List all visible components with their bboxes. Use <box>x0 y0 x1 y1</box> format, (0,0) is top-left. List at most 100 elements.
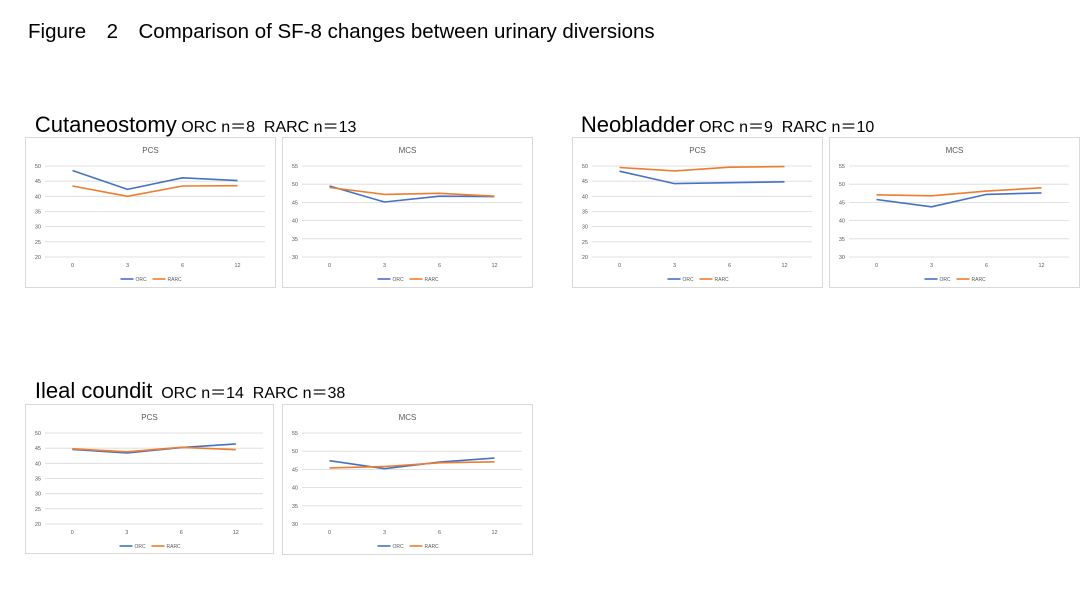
chart-svg: MCS 30 35 40 45 50 55 0 3 6 12 ORC RARC <box>839 146 1069 283</box>
series-line-rarc <box>72 446 236 453</box>
x-tick-label: 3 <box>383 263 386 269</box>
chart-ileal-mcs: MCS 30 35 40 45 50 55 0 3 6 12 ORC RARC <box>282 404 533 555</box>
y-tick-label: 50 <box>839 182 845 188</box>
chart-svg: MCS 30 35 40 45 50 55 0 3 6 12 ORC RARC <box>292 146 522 283</box>
y-tick-label: 20 <box>35 522 41 528</box>
chart-ileal-pcs: PCS 20 25 30 35 40 45 50 0 3 6 12 ORC RARC <box>25 404 274 554</box>
y-tick-label: 35 <box>35 210 41 216</box>
y-tick-label: 35 <box>292 237 298 243</box>
x-tick-label: 0 <box>71 263 74 269</box>
x-tick-label: 0 <box>71 530 74 536</box>
series-line-rarc <box>329 461 495 469</box>
x-tick-label: 3 <box>383 530 386 536</box>
x-tick-label: 12 <box>233 530 239 536</box>
y-tick-label: 50 <box>35 431 41 437</box>
series-line-orc <box>72 169 238 191</box>
legend-label-orc: ORC <box>136 277 148 283</box>
x-tick-label: 0 <box>328 530 331 536</box>
y-tick-label: 40 <box>292 219 298 225</box>
group-title-neobladder: Neobladder ORC n＝9 RARC n＝10 <box>572 94 874 138</box>
group-name: Ileal coundit <box>34 378 153 403</box>
y-tick-label: 30 <box>292 522 298 528</box>
chart-title: MCS <box>399 146 417 155</box>
y-tick-label: 45 <box>35 179 41 185</box>
y-tick-label: 30 <box>839 255 845 261</box>
legend-label-orc: ORC <box>940 277 952 283</box>
y-tick-label: 55 <box>839 164 845 170</box>
x-tick-label: 6 <box>985 263 988 269</box>
legend-label-orc: ORC <box>683 277 695 283</box>
y-tick-label: 25 <box>582 240 588 246</box>
chart-neobladder-pcs: PCS 20 25 30 35 40 45 50 0 3 6 12 ORC RARC <box>572 137 823 288</box>
x-tick-label: 6 <box>180 530 183 536</box>
y-tick-label: 50 <box>582 164 588 170</box>
legend-label-rarc: RARC <box>715 277 730 283</box>
legend-label-rarc: RARC <box>167 544 182 550</box>
x-tick-label: 6 <box>438 530 441 536</box>
x-tick-label: 12 <box>234 263 240 269</box>
x-tick-label: 12 <box>491 530 497 536</box>
y-tick-label: 40 <box>292 486 298 492</box>
y-tick-label: 25 <box>35 240 41 246</box>
y-tick-label: 30 <box>582 225 588 231</box>
y-tick-label: 55 <box>292 431 298 437</box>
chart-svg: PCS 20 25 30 35 40 45 50 0 3 6 12 ORC RARC <box>582 146 812 283</box>
y-tick-label: 35 <box>582 210 588 216</box>
series-line-rarc <box>72 184 238 198</box>
y-tick-label: 30 <box>292 255 298 261</box>
group-counts: ORC n＝8 RARC n＝13 <box>176 119 357 136</box>
x-tick-label: 12 <box>491 263 497 269</box>
chart-svg: PCS 20 25 30 35 40 45 50 0 3 6 12 ORC RARC <box>35 413 263 550</box>
y-tick-label: 40 <box>582 194 588 200</box>
y-tick-label: 35 <box>292 504 298 510</box>
chart-title: MCS <box>946 146 964 155</box>
y-tick-label: 50 <box>35 164 41 170</box>
series-line-orc <box>619 170 785 185</box>
x-tick-label: 6 <box>438 263 441 269</box>
group-counts: ORC n＝9 RARC n＝10 <box>694 119 875 136</box>
x-tick-label: 0 <box>875 263 878 269</box>
series-line-orc <box>876 192 1042 208</box>
group-title-cutaneostomy: Cutaneostomy ORC n＝8 RARC n＝13 <box>26 94 356 138</box>
legend-label-rarc: RARC <box>425 277 440 283</box>
x-tick-label: 3 <box>673 263 676 269</box>
y-tick-label: 40 <box>839 219 845 225</box>
x-tick-label: 6 <box>181 263 184 269</box>
y-tick-label: 35 <box>35 477 41 483</box>
y-tick-label: 35 <box>839 237 845 243</box>
x-tick-label: 3 <box>126 263 129 269</box>
x-tick-label: 0 <box>328 263 331 269</box>
y-tick-label: 20 <box>35 255 41 261</box>
y-tick-label: 45 <box>35 446 41 452</box>
series-line-rarc <box>876 187 1042 197</box>
chart-title: PCS <box>141 413 157 422</box>
chart-neobladder-mcs: MCS 30 35 40 45 50 55 0 3 6 12 ORC RARC <box>829 137 1080 288</box>
chart-title: PCS <box>689 146 705 155</box>
group-name: Cutaneostomy <box>34 112 177 137</box>
y-tick-label: 45 <box>582 179 588 185</box>
legend-label-orc: ORC <box>135 544 147 550</box>
y-tick-label: 40 <box>35 461 41 467</box>
chart-cutaneostomy-pcs: PCS 20 25 30 35 40 45 50 0 3 6 12 ORC RARC <box>25 137 276 288</box>
figure-title: Figure 2 Comparison of SF-8 changes betw… <box>28 20 655 43</box>
y-tick-label: 30 <box>35 492 41 498</box>
x-tick-label: 3 <box>930 263 933 269</box>
x-tick-label: 12 <box>1038 263 1044 269</box>
series-line-rarc <box>329 186 495 197</box>
y-tick-label: 45 <box>292 467 298 473</box>
series-line-rarc <box>619 165 785 172</box>
chart-title: PCS <box>142 146 158 155</box>
chart-cutaneostomy-mcs: MCS 30 35 40 45 50 55 0 3 6 12 ORC RARC <box>282 137 533 288</box>
series-line-orc <box>329 185 495 203</box>
legend-label-orc: ORC <box>393 277 405 283</box>
legend-label-rarc: RARC <box>168 277 183 283</box>
y-tick-label: 50 <box>292 182 298 188</box>
legend-label-rarc: RARC <box>972 277 987 283</box>
y-tick-label: 55 <box>292 164 298 170</box>
chart-title: MCS <box>399 413 417 422</box>
y-tick-label: 50 <box>292 449 298 455</box>
y-tick-label: 40 <box>35 194 41 200</box>
x-tick-label: 0 <box>618 263 621 269</box>
group-counts: ORC n＝14 RARC n＝38 <box>152 385 346 402</box>
legend-label-orc: ORC <box>393 544 405 550</box>
